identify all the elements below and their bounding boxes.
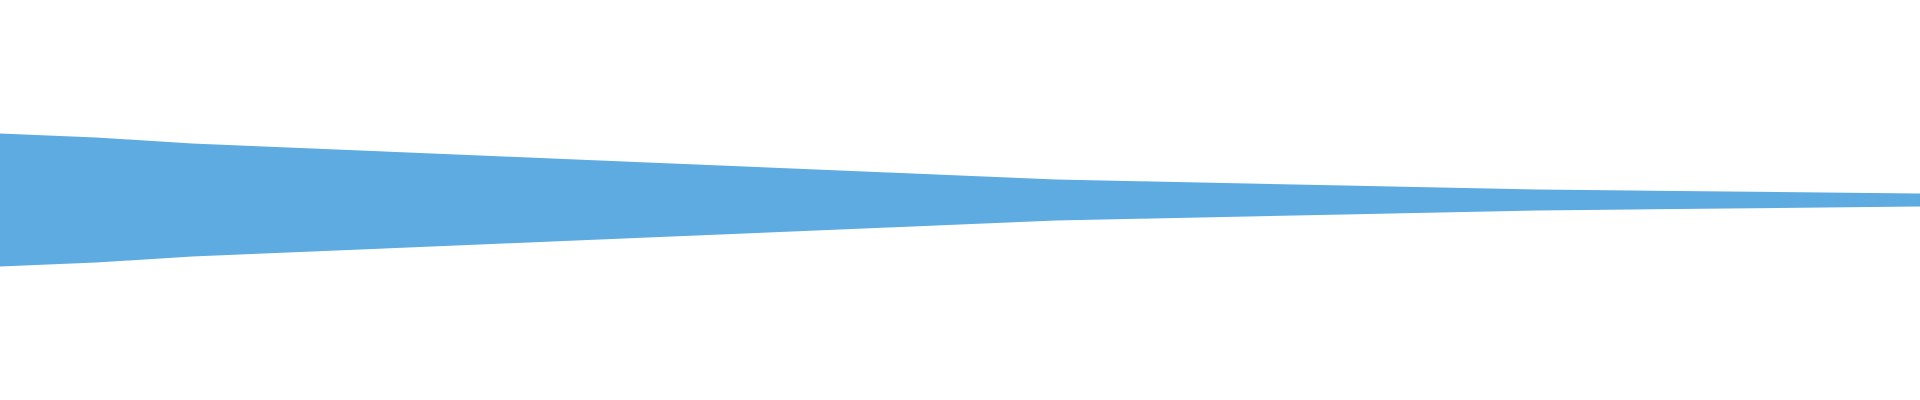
waveform-upper (0, 133, 1920, 201)
waveform-lower (0, 199, 1920, 267)
